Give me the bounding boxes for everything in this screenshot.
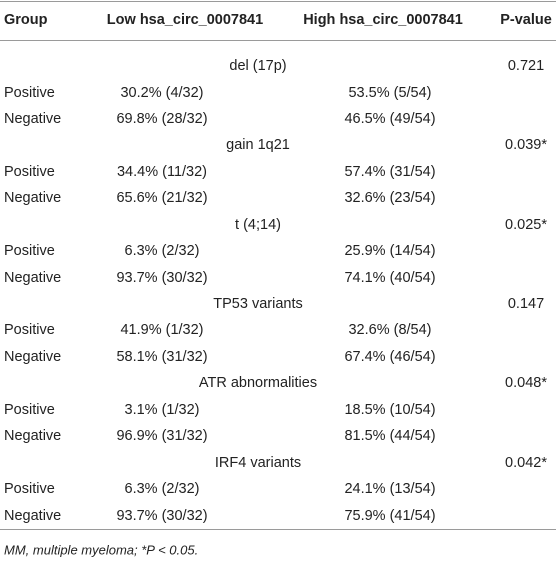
high-cell: 57.4% (31/54): [344, 163, 436, 180]
low-cell: 3.1% (1/32): [124, 401, 200, 418]
high-cell: 18.5% (10/54): [344, 401, 436, 418]
high-cell: 75.9% (41/54): [344, 507, 436, 524]
p-value: 0.048*: [505, 374, 547, 391]
section-title: TP53 variants: [213, 295, 303, 312]
low-cell: 6.3% (2/32): [124, 480, 200, 497]
bottom-rule: [0, 529, 556, 530]
low-cell: 93.7% (30/32): [116, 507, 208, 524]
high-cell: 81.5% (44/54): [344, 427, 436, 444]
group-cell: Negative: [4, 507, 62, 524]
high-cell: 46.5% (49/54): [344, 110, 436, 127]
group-cell: Negative: [4, 190, 62, 207]
high-cell: 25.9% (14/54): [344, 242, 436, 259]
column-header: High hsa_circ_0007841: [303, 11, 463, 28]
low-cell: 41.9% (1/32): [120, 322, 204, 339]
low-cell: 58.1% (31/32): [116, 348, 208, 365]
group-cell: Positive: [4, 163, 55, 180]
low-cell: 69.8% (28/32): [116, 110, 208, 127]
section-title: gain 1q21: [226, 137, 290, 154]
top-rule: [0, 1, 556, 2]
header-rule: [0, 40, 556, 41]
low-cell: 65.6% (21/32): [116, 190, 208, 207]
low-cell: 96.9% (31/32): [116, 427, 208, 444]
group-cell: Negative: [4, 427, 62, 444]
low-cell: 34.4% (11/32): [116, 163, 208, 180]
column-header: Low hsa_circ_0007841: [106, 11, 264, 28]
low-cell: 6.3% (2/32): [124, 242, 200, 259]
column-header: P-value: [500, 11, 552, 28]
low-cell: 93.7% (30/32): [116, 269, 208, 286]
section-title: t (4;14): [235, 216, 281, 233]
group-cell: Positive: [4, 242, 55, 259]
p-value: 0.721: [507, 57, 545, 74]
group-cell: Positive: [4, 480, 55, 497]
group-cell: Positive: [4, 322, 55, 339]
section-title: IRF4 variants: [214, 454, 302, 471]
section-title: ATR abnormalities: [198, 374, 318, 391]
section-title: del (17p): [229, 57, 287, 74]
p-value: 0.039*: [505, 137, 547, 154]
group-cell: Positive: [4, 84, 55, 101]
low-cell: 30.2% (4/32): [120, 84, 204, 101]
high-cell: 32.6% (8/54): [348, 322, 432, 339]
group-cell: Negative: [4, 269, 62, 286]
p-value: 0.042*: [505, 454, 547, 471]
group-cell: Positive: [4, 401, 55, 418]
group-cell: Negative: [4, 110, 62, 127]
column-header: Group: [4, 11, 48, 28]
group-cell: Negative: [4, 348, 62, 365]
high-cell: 74.1% (40/54): [344, 269, 436, 286]
high-cell: 67.4% (46/54): [344, 348, 436, 365]
p-value: 0.025*: [505, 216, 547, 233]
high-cell: 53.5% (5/54): [348, 84, 432, 101]
footnote: MM, multiple myeloma; *P < 0.05.: [4, 542, 199, 558]
high-cell: 32.6% (23/54): [344, 190, 436, 207]
high-cell: 24.1% (13/54): [344, 480, 436, 497]
p-value: 0.147: [507, 295, 545, 312]
